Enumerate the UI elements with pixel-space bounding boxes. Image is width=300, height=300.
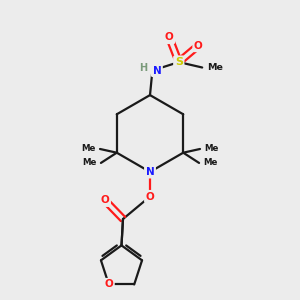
Text: Me: Me	[207, 63, 223, 72]
Text: Me: Me	[82, 158, 97, 167]
Text: Me: Me	[204, 145, 219, 154]
Text: O: O	[100, 195, 109, 206]
Text: O: O	[146, 191, 154, 202]
Text: H: H	[139, 63, 147, 73]
Text: N: N	[146, 167, 154, 177]
Text: S: S	[175, 57, 183, 67]
Text: O: O	[104, 280, 113, 290]
Text: Me: Me	[81, 145, 96, 154]
Text: O: O	[165, 32, 174, 43]
Text: N: N	[152, 65, 161, 76]
Text: O: O	[194, 40, 203, 51]
Text: Me: Me	[203, 158, 218, 167]
